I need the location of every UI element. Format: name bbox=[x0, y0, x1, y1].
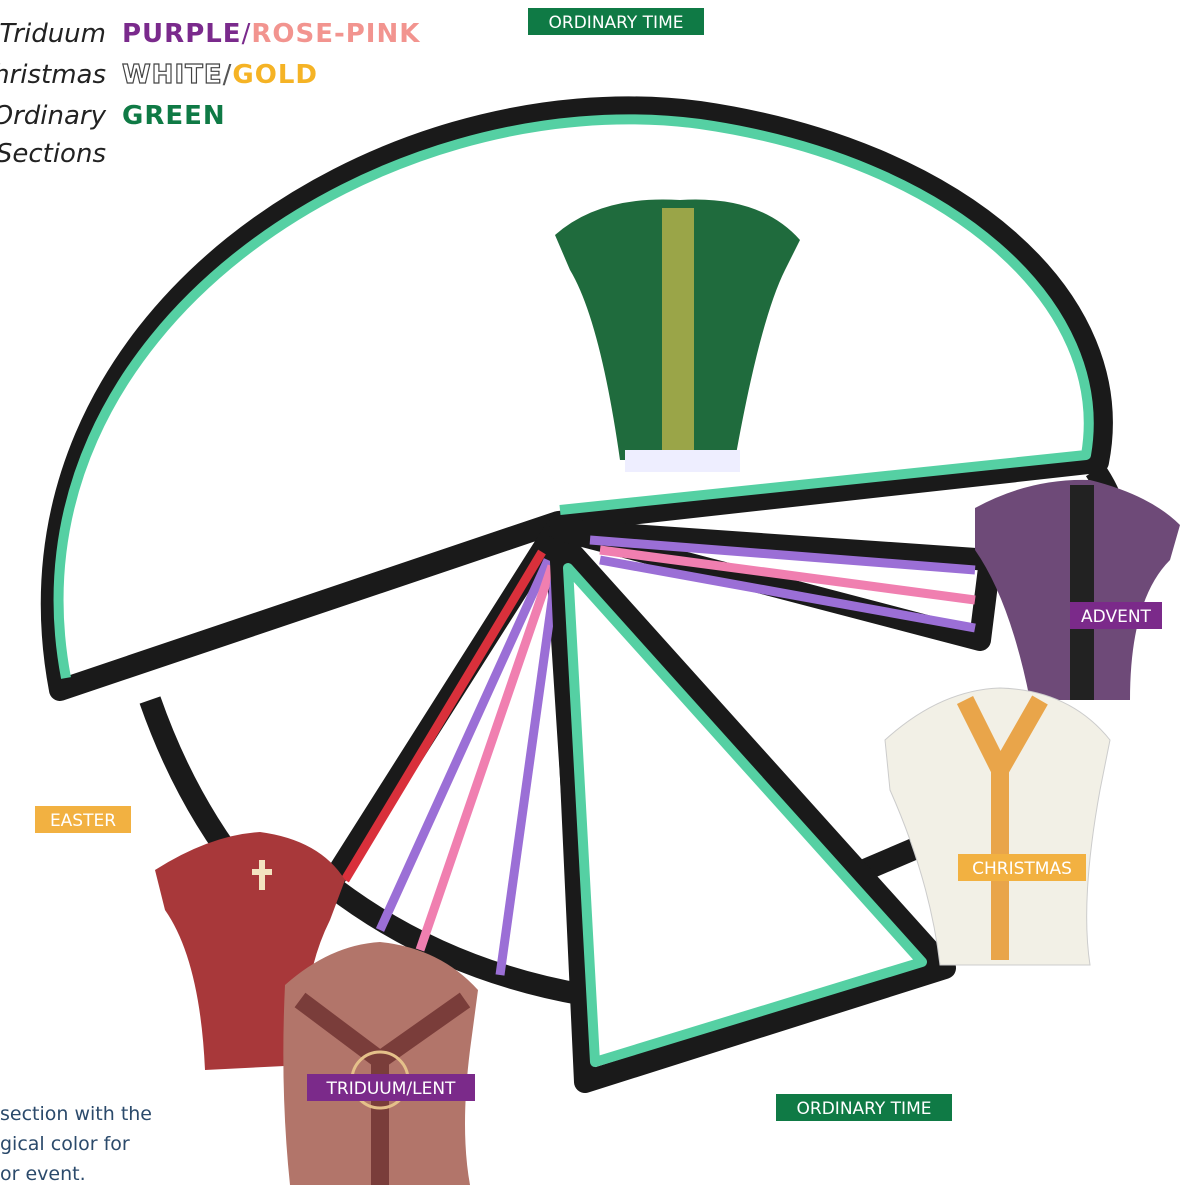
legend-colors: WHITE/GOLD bbox=[122, 60, 318, 90]
legend-label: Ordinary bbox=[0, 101, 107, 131]
legend: Triduum PURPLE/ROSE-PINK hristmas WHITE/… bbox=[0, 19, 420, 169]
legend-colors: GREEN bbox=[122, 101, 226, 131]
color-word: WHITE bbox=[122, 60, 223, 90]
note-line: gical color for bbox=[0, 1133, 130, 1155]
note-line: section with the bbox=[0, 1103, 152, 1125]
separator: / bbox=[223, 60, 233, 90]
legend-colors: PURPLE/ROSE-PINK bbox=[122, 19, 420, 49]
rose-vestment bbox=[283, 942, 478, 1185]
color-word: PURPLE bbox=[122, 19, 242, 49]
season-label: CHRISTMAS bbox=[972, 859, 1072, 879]
season-label: ADVENT bbox=[1081, 607, 1152, 627]
season-label: ORDINARY TIME bbox=[549, 13, 684, 33]
note-line: or event. bbox=[0, 1163, 86, 1185]
legend-label: hristmas bbox=[0, 60, 106, 90]
season-label: TRIDUUM/LENT bbox=[326, 1079, 457, 1099]
ordinary-fan bbox=[52, 107, 1102, 690]
color-word: ROSE-PINK bbox=[251, 19, 420, 49]
season-label: EASTER bbox=[50, 811, 116, 831]
season-label: ORDINARY TIME bbox=[797, 1099, 932, 1119]
separator: / bbox=[242, 19, 252, 49]
legend-label: Sections bbox=[0, 139, 106, 169]
green-vestment bbox=[555, 199, 800, 472]
purple-vestment bbox=[975, 480, 1180, 700]
liturgical-wheel: Triduum PURPLE/ROSE-PINK hristmas WHITE/… bbox=[0, 0, 1186, 1191]
note: section with the gical color for or even… bbox=[0, 1103, 152, 1185]
color-word: GREEN bbox=[122, 101, 226, 131]
legend-label: Triduum bbox=[0, 19, 106, 49]
color-word: GOLD bbox=[232, 60, 318, 90]
